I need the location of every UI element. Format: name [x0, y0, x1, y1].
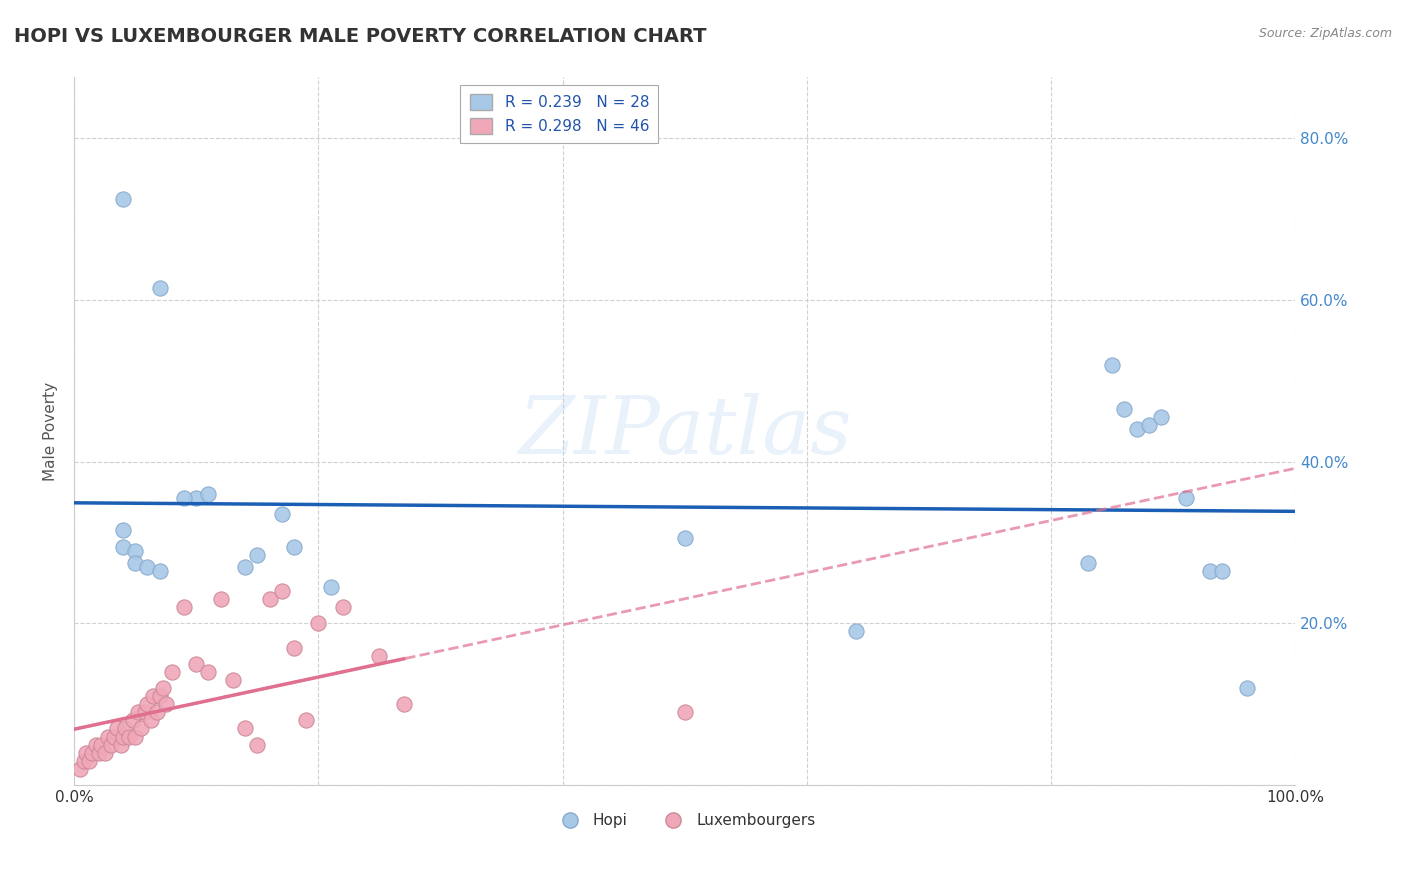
Point — [246, 738, 269, 752]
Point — [155, 697, 177, 711]
Point — [270, 507, 292, 521]
Point — [146, 706, 169, 720]
Point — [1236, 681, 1258, 695]
Point — [127, 706, 149, 720]
Point — [129, 722, 152, 736]
Point — [319, 580, 342, 594]
Point — [186, 491, 208, 505]
Point — [82, 746, 104, 760]
Point — [209, 592, 232, 607]
Point — [77, 754, 100, 768]
Point — [134, 706, 156, 720]
Point — [111, 192, 134, 206]
Point — [103, 730, 125, 744]
Point — [222, 673, 245, 687]
Point — [1137, 418, 1160, 433]
Point — [97, 730, 120, 744]
Point — [149, 281, 172, 295]
Point — [100, 738, 122, 752]
Text: Source: ZipAtlas.com: Source: ZipAtlas.com — [1258, 27, 1392, 40]
Point — [160, 665, 183, 679]
Point — [246, 548, 269, 562]
Point — [142, 689, 165, 703]
Point — [283, 540, 305, 554]
Point — [121, 714, 143, 728]
Point — [270, 584, 292, 599]
Point — [124, 556, 146, 570]
Point — [1077, 556, 1099, 570]
Point — [136, 697, 159, 711]
Point — [197, 665, 219, 679]
Point — [90, 738, 112, 752]
Point — [673, 706, 696, 720]
Point — [392, 697, 415, 711]
Point — [93, 746, 115, 760]
Point — [139, 714, 162, 728]
Point — [233, 559, 256, 574]
Point — [233, 722, 256, 736]
Legend: Hopi, Luxembourgers: Hopi, Luxembourgers — [548, 807, 821, 834]
Point — [845, 624, 868, 639]
Point — [84, 738, 107, 752]
Point — [173, 491, 195, 505]
Point — [1114, 402, 1136, 417]
Point — [75, 746, 97, 760]
Point — [111, 730, 134, 744]
Point — [149, 564, 172, 578]
Point — [73, 754, 96, 768]
Point — [114, 722, 136, 736]
Point — [1150, 410, 1173, 425]
Point — [152, 681, 174, 695]
Point — [118, 730, 141, 744]
Point — [1101, 358, 1123, 372]
Point — [87, 746, 110, 760]
Point — [136, 559, 159, 574]
Point — [1199, 564, 1222, 578]
Point — [368, 648, 391, 663]
Point — [186, 657, 208, 671]
Point — [1174, 491, 1197, 505]
Point — [1125, 422, 1147, 436]
Text: HOPI VS LUXEMBOURGER MALE POVERTY CORRELATION CHART: HOPI VS LUXEMBOURGER MALE POVERTY CORREL… — [14, 27, 707, 45]
Point — [124, 543, 146, 558]
Point — [197, 487, 219, 501]
Point — [149, 689, 172, 703]
Point — [124, 730, 146, 744]
Point — [283, 640, 305, 655]
Point — [307, 616, 329, 631]
Text: ZIPatlas: ZIPatlas — [517, 392, 852, 470]
Point — [110, 738, 132, 752]
Point — [111, 540, 134, 554]
Point — [295, 714, 318, 728]
Point — [111, 524, 134, 538]
Point — [1211, 564, 1233, 578]
Y-axis label: Male Poverty: Male Poverty — [44, 382, 58, 481]
Point — [105, 722, 128, 736]
Point — [69, 762, 91, 776]
Point — [332, 600, 354, 615]
Point — [673, 532, 696, 546]
Point — [173, 600, 195, 615]
Point — [259, 592, 281, 607]
